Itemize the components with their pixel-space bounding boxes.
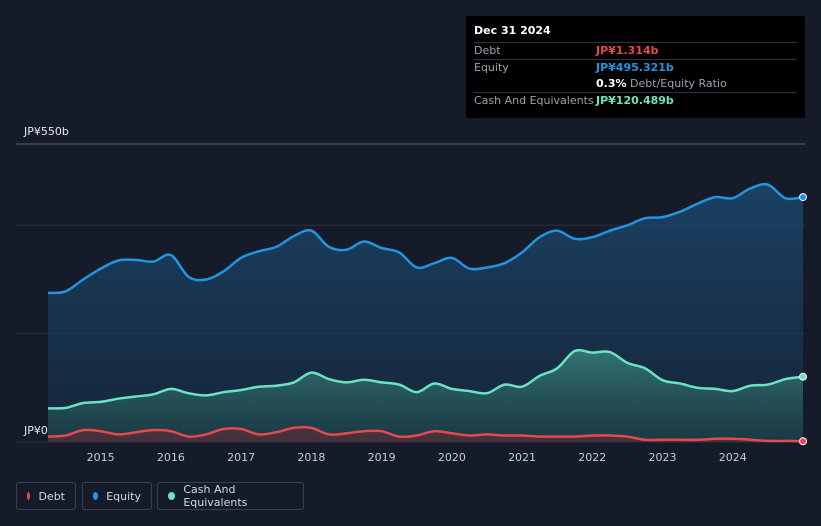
equity-line: [47, 182, 804, 295]
tooltip-row-equity: Equity JP¥495.321b: [474, 59, 797, 76]
x-axis-label-2020: 2020: [438, 451, 466, 464]
tooltip-row-debt: Debt JP¥1.314b: [474, 42, 797, 59]
legend-item-debt[interactable]: Debt: [16, 482, 76, 510]
tooltip-label-ratio: [474, 76, 596, 92]
x-axis-label-2023: 2023: [649, 451, 677, 464]
x-axis-label-2022: 2022: [578, 451, 606, 464]
tooltip-value-cash: JP¥120.489b: [596, 94, 674, 107]
tooltip-value-ratio: 0.3%: [596, 77, 627, 90]
tooltip-panel: Dec 31 2024 Debt JP¥1.314b Equity JP¥495…: [466, 16, 805, 118]
tooltip-row-cash: Cash And Equivalents JP¥120.489b: [474, 92, 797, 109]
x-axis-label-2016: 2016: [157, 451, 185, 464]
x-axis-label-2017: 2017: [227, 451, 255, 464]
cash-and-equivalents-line: [47, 348, 804, 410]
legend-item-cash[interactable]: Cash And Equivalents: [157, 482, 304, 510]
tooltip-row-ratio: 0.3% Debt/Equity Ratio: [474, 76, 797, 92]
x-axis-label-2021: 2021: [508, 451, 536, 464]
tooltip-value-equity: JP¥495.321b: [596, 61, 674, 74]
y-axis-label-1: JP¥0: [23, 424, 48, 437]
tooltip-date: Dec 31 2024: [474, 24, 551, 37]
tooltip-ratio-suffix: Debt/Equity Ratio: [630, 77, 727, 90]
debt-line: [47, 425, 804, 443]
legend-label-cash: Cash And Equivalents: [183, 483, 248, 509]
legend-label-equity: Equity: [106, 489, 141, 503]
x-axis-label-2019: 2019: [368, 451, 396, 464]
y-axis-label-0: JP¥550b: [23, 125, 69, 138]
legend-label-debt: Debt: [38, 489, 65, 503]
legend-dot-debt: [27, 492, 31, 500]
x-axis-label-2024: 2024: [719, 451, 747, 464]
cash-and-equivalents-end-point: [799, 372, 807, 381]
legend-dot-equity: [93, 492, 99, 500]
tooltip-value-debt: JP¥1.314b: [596, 44, 659, 57]
x-axis-label-2018: 2018: [297, 451, 325, 464]
cash-and-equivalents-area: [48, 350, 803, 442]
debt-end-point: [799, 437, 807, 446]
tooltip-label-equity: Equity: [474, 61, 509, 74]
legend-dot-cash: [168, 492, 176, 500]
tooltip-label-debt: Debt: [474, 44, 501, 57]
legend-item-equity[interactable]: Equity: [82, 482, 152, 510]
tooltip-label-cash: Cash And Equivalents: [474, 94, 594, 107]
x-axis-label-2015: 2015: [87, 451, 115, 464]
debt-area: [48, 427, 803, 442]
equity-end-point: [799, 193, 807, 202]
